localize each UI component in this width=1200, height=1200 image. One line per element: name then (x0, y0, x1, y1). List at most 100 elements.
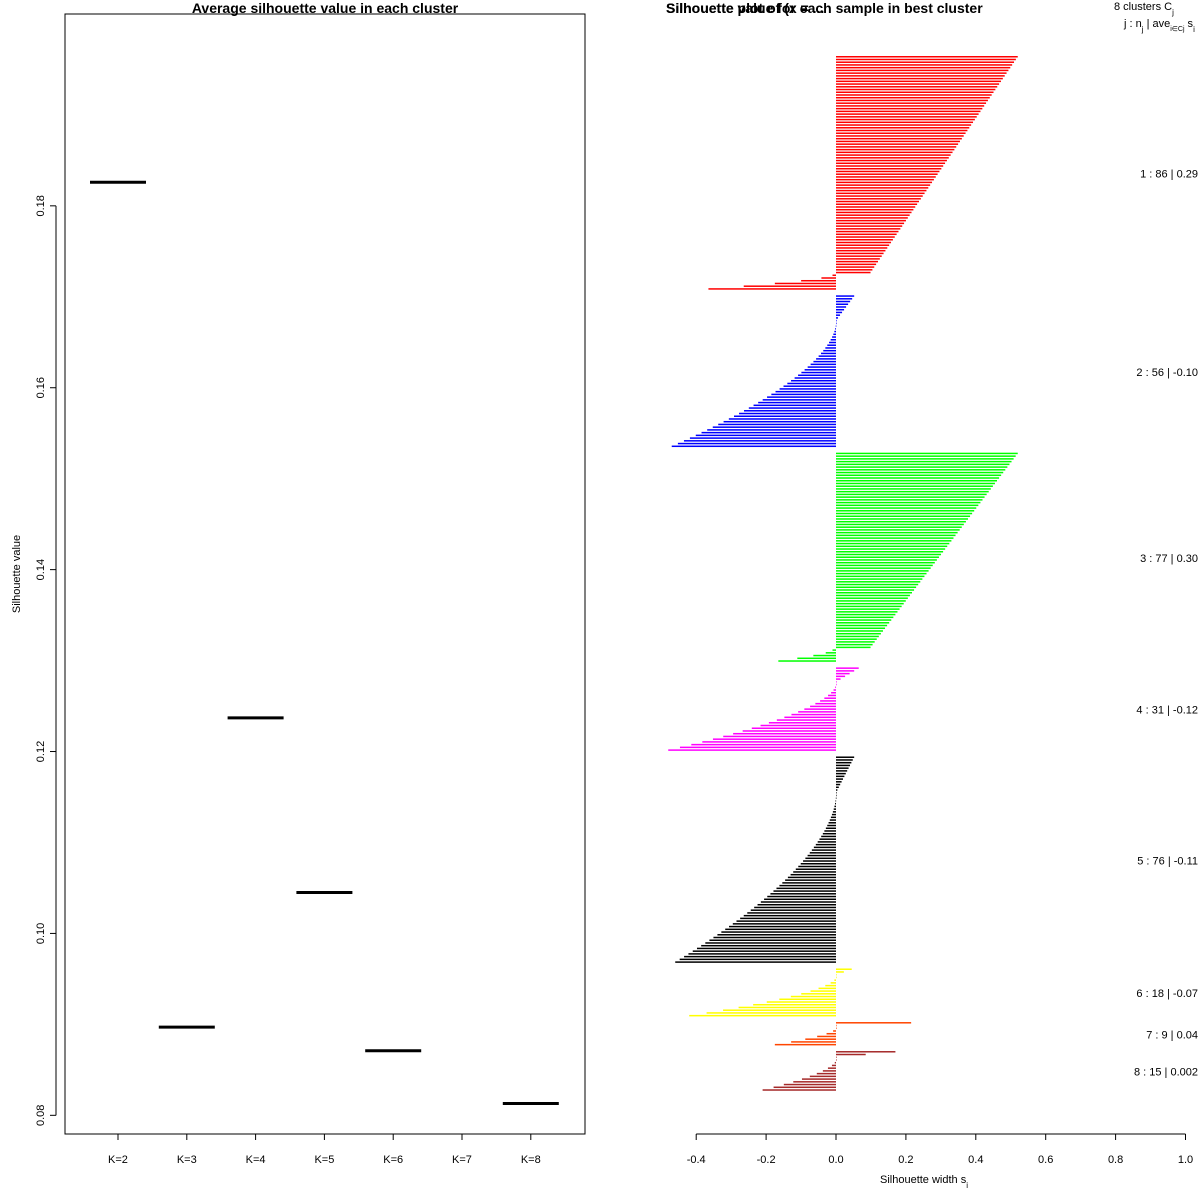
silhouette-bar (707, 429, 836, 431)
silhouette-bar (836, 632, 881, 635)
silhouette-bar (836, 499, 983, 501)
silhouette-bar (836, 308, 845, 311)
silhouette-bar (801, 279, 836, 282)
silhouette-bar (776, 887, 836, 890)
silhouette-bar (836, 118, 975, 121)
silhouette-bar (817, 1035, 836, 1038)
silhouette-bar (803, 860, 836, 862)
silhouette-bar (836, 94, 992, 96)
left-y-tick-label: 0.14 (35, 559, 47, 580)
silhouette-bar (836, 271, 871, 274)
silhouette-bar (801, 371, 836, 374)
silhouette-bar (809, 1075, 836, 1078)
silhouette-bar (836, 322, 837, 325)
silhouette-bar (783, 385, 836, 387)
silhouette-bar (671, 445, 836, 448)
silhouette-bar (836, 132, 966, 134)
silhouette-bar (760, 901, 836, 903)
silhouette-bar (836, 187, 929, 189)
cluster-label: 4 : 31 | -0.12 (1136, 705, 1198, 717)
right-x-tick-label: -0.4 (687, 1154, 706, 1166)
silhouette-bar (836, 1027, 837, 1030)
silhouette-bar (675, 961, 836, 963)
silhouette-bar (784, 716, 836, 719)
silhouette-bar (829, 819, 836, 821)
legend-header-line1-text: 8 clusters C (1114, 1, 1172, 13)
silhouette-bar (779, 388, 836, 390)
right-x-axis-label: Silhouette width si (880, 1174, 968, 1190)
left-y-tick-label: 0.18 (35, 195, 47, 216)
left-x-tick-label: K=4 (246, 1154, 266, 1166)
silhouette-bar (836, 77, 1003, 80)
silhouette-bar (836, 466, 1008, 468)
silhouette-bar (820, 700, 836, 702)
silhouette-bar (836, 635, 879, 638)
silhouette-bar (836, 225, 903, 227)
silhouette-bar (815, 843, 836, 846)
silhouette-bar (831, 813, 836, 816)
legend-header-line2-end: s (1185, 18, 1194, 30)
silhouette-bar (836, 222, 905, 225)
cluster-label: 5 : 76 | -0.11 (1137, 855, 1198, 867)
silhouette-bar (836, 258, 880, 260)
silhouette-bar (767, 396, 836, 398)
silhouette-bar (836, 214, 910, 216)
silhouette-bar (798, 865, 836, 868)
silhouette-bar (816, 1072, 836, 1075)
silhouette-bar (702, 741, 836, 743)
left-x-tick-label: K=3 (177, 1154, 197, 1166)
silhouette-bar (836, 66, 1011, 69)
silhouette-bar (833, 333, 836, 336)
silhouette-bar (836, 319, 837, 322)
silhouette-bar (825, 984, 836, 987)
silhouette-bar (836, 64, 1013, 66)
silhouette-bar (836, 675, 846, 678)
silhouette-bar (836, 102, 987, 104)
silhouette-bar (836, 611, 898, 613)
right-x-tick-label: 0.2 (898, 1154, 913, 1166)
silhouette-bar (804, 369, 836, 371)
silhouette-bar (773, 1086, 836, 1089)
silhouette-bar (836, 681, 837, 683)
silhouette-bar (836, 113, 979, 115)
silhouette-bar (822, 1070, 836, 1072)
silhouette-bar (774, 1043, 836, 1046)
cluster-label: 6 : 18 | -0.07 (1136, 988, 1198, 1000)
silhouette-bar (811, 849, 836, 851)
silhouette-bar (779, 998, 836, 1001)
silhouette-bar (836, 61, 1015, 63)
silhouette-bar (836, 303, 849, 306)
silhouette-bar (762, 399, 836, 401)
silhouette-bar (807, 366, 836, 368)
right-x-tick-label: 0.6 (1038, 1154, 1053, 1166)
silhouette-bar (836, 116, 977, 118)
silhouette-bar (723, 420, 836, 423)
silhouette-bar (833, 808, 836, 810)
cluster-labels: 1 : 86 | 0.29 2 : 56 | -0.10 3 : 77 | 0.30… (1134, 168, 1198, 1078)
legend-header-line1-sub: j (1171, 8, 1174, 17)
silhouette-bar (836, 455, 1016, 457)
silhouette-bar (836, 581, 921, 583)
legend-header-line2-text: j : n (1123, 18, 1142, 30)
silhouette-bar (830, 816, 836, 819)
silhouette-bar (836, 266, 875, 268)
silhouette-bar (836, 181, 933, 184)
left-x-axis: K=2 K=3 K=4 K=5 K=6 K=7 K=8 (108, 1133, 541, 1166)
silhouette-bar (794, 377, 836, 379)
silhouette-bar (832, 336, 836, 338)
silhouette-bar (836, 778, 843, 780)
left-y-tick-label: 0.12 (35, 741, 47, 762)
silhouette-bar (833, 1030, 836, 1032)
silhouette-bar (823, 349, 836, 352)
silhouette-bar (836, 575, 925, 578)
silhouette-bar (827, 824, 836, 827)
silhouette-bar (836, 485, 993, 487)
silhouette-bar (834, 979, 836, 981)
silhouette-bar (835, 802, 836, 805)
silhouette-bar (836, 559, 937, 561)
silhouette-bar (689, 437, 836, 439)
silhouette-bar (771, 393, 836, 396)
silhouette-bar (835, 325, 837, 327)
silhouette-bar (836, 203, 918, 206)
silhouette-bar (836, 1022, 912, 1024)
